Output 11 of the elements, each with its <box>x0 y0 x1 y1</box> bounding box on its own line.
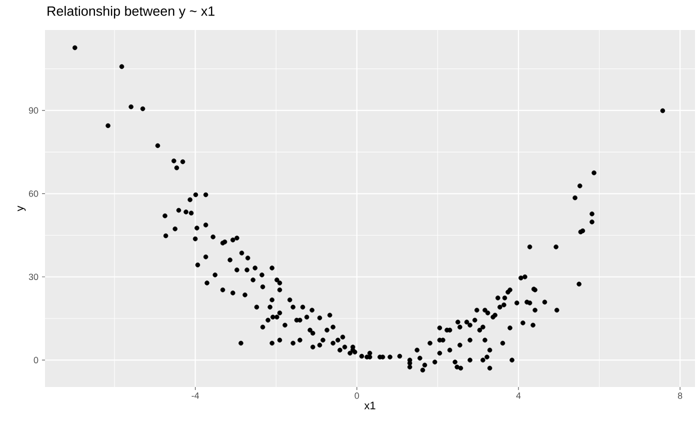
x-tick-label: 4 <box>516 392 521 399</box>
chart-title: Relationship between y ~ x1 <box>48 6 214 19</box>
x-tick-label: 0 <box>354 392 360 399</box>
y-axis-title: y <box>18 206 26 212</box>
x-axis-title: x1 <box>364 402 376 410</box>
y-tick-label: 30 <box>28 274 38 280</box>
y-tick-label: 60 <box>28 190 38 197</box>
y-tick-label: 0 <box>34 356 38 364</box>
y-tick-label: 90 <box>28 107 38 114</box>
x-tick-label: 8 <box>678 392 682 399</box>
x-tick-label: -4 <box>192 392 200 399</box>
